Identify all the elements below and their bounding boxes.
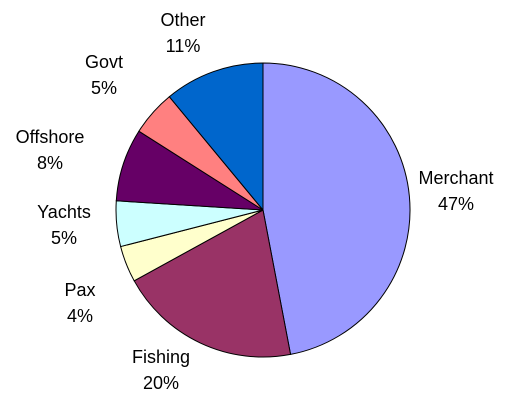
- slice-label-govt: Govt: [85, 52, 123, 72]
- slice-percent-pax: 4%: [67, 306, 93, 326]
- slice-percent-merchant: 47%: [438, 194, 474, 214]
- pie-slice-fishing: [133, 209, 292, 358]
- slice-label-fishing: Fishing: [132, 347, 190, 367]
- slice-label-other: Other: [160, 10, 205, 30]
- pie-slice-merchant: [262, 62, 411, 355]
- slice-label-offshore: Offshore: [16, 127, 85, 147]
- slice-percent-yachts: 5%: [51, 228, 77, 248]
- slice-percent-other: 11%: [166, 36, 201, 56]
- slice-label-yachts: Yachts: [37, 202, 91, 222]
- slice-percent-fishing: 20%: [143, 373, 179, 393]
- slice-percent-govt: 5%: [91, 78, 117, 98]
- slice-percent-offshore: 8%: [37, 153, 63, 173]
- pie-slice-other: [168, 62, 264, 212]
- pie-labels: Merchant 47% Fishing 20% Pax 4% Yachts 5% Offsho…: [16, 10, 494, 393]
- slice-label-pax: Pax: [64, 280, 95, 300]
- pie-slices: [115, 62, 411, 358]
- slice-label-merchant: Merchant: [418, 168, 493, 188]
